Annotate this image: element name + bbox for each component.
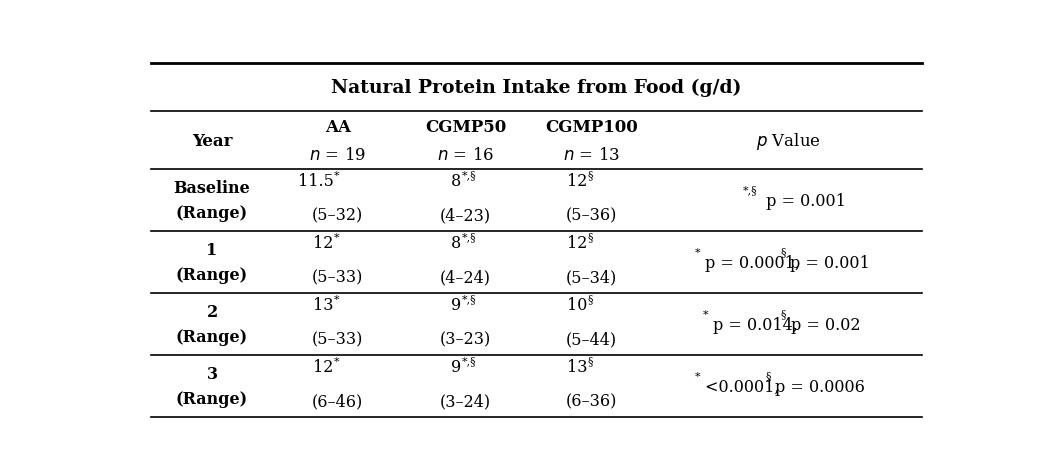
Text: p = 0.02: p = 0.02 [790,316,860,333]
Text: *,§: *,§ [462,170,476,180]
Text: 8: 8 [451,235,462,252]
Text: (5–44): (5–44) [565,331,617,348]
Text: *: * [334,294,339,304]
Text: CGMP50: CGMP50 [425,119,506,136]
Text: $\it{p}$ Value: $\it{p}$ Value [756,130,821,151]
Text: (5–32): (5–32) [312,207,363,224]
Text: *: * [334,232,339,242]
Text: 12: 12 [566,173,587,190]
Text: *,§: *,§ [462,232,476,242]
Text: 13: 13 [313,297,334,313]
Text: §: § [587,294,593,304]
Text: 11.5: 11.5 [297,173,334,190]
Text: 10: 10 [566,297,587,313]
Text: (5–34): (5–34) [565,269,617,286]
Text: (6–36): (6–36) [565,393,617,410]
Text: Baseline
(Range): Baseline (Range) [174,180,250,222]
Text: (3–24): (3–24) [440,393,491,410]
Text: Natural Protein Intake from Food (g/d): Natural Protein Intake from Food (g/d) [332,78,741,97]
Text: p = 0.0006: p = 0.0006 [775,378,865,395]
Text: p = 0.001: p = 0.001 [760,192,845,209]
Text: *: * [334,170,339,180]
Text: $\it{n}$ = 13: $\it{n}$ = 13 [563,146,620,163]
Text: CGMP100: CGMP100 [545,119,638,136]
Text: p = 0.001: p = 0.001 [789,254,869,271]
Text: §: § [587,170,593,180]
Text: 9: 9 [451,297,462,313]
Text: 3
(Range): 3 (Range) [176,365,248,407]
Text: 2
(Range): 2 (Range) [176,304,248,346]
Text: 12: 12 [313,235,334,252]
Text: <0.0001,: <0.0001, [705,378,784,395]
Text: Year: Year [192,132,232,149]
Text: 1
(Range): 1 (Range) [176,242,248,284]
Text: §: § [780,247,785,257]
Text: 12: 12 [566,235,587,252]
Text: 8: 8 [451,173,462,190]
Text: 13: 13 [566,358,587,375]
Text: $\it{n}$ = 19: $\it{n}$ = 19 [309,146,366,163]
Text: §: § [765,371,771,381]
Text: §: § [781,309,786,319]
Text: §: § [587,356,593,366]
Text: (6–46): (6–46) [312,393,363,410]
Text: (5–33): (5–33) [312,269,363,286]
Text: p = 0.0001,: p = 0.0001, [705,254,805,271]
Text: *: * [695,247,700,257]
Text: *,§: *,§ [462,356,476,366]
Text: (5–33): (5–33) [312,331,363,348]
Text: 9: 9 [451,358,462,375]
Text: 12: 12 [313,358,334,375]
Text: *: * [334,356,339,366]
Text: (3–23): (3–23) [440,331,491,348]
Text: p = 0.014,: p = 0.014, [713,316,803,333]
Text: *,§: *,§ [742,185,757,195]
Text: *: * [703,309,709,319]
Text: (4–23): (4–23) [440,207,491,224]
Text: (4–24): (4–24) [440,269,491,286]
Text: (5–36): (5–36) [565,207,617,224]
Text: *: * [695,371,700,381]
Text: AA: AA [325,119,351,136]
Text: *,§: *,§ [462,294,476,304]
Text: §: § [587,232,593,242]
Text: $\it{n}$ = 16: $\it{n}$ = 16 [437,146,494,163]
